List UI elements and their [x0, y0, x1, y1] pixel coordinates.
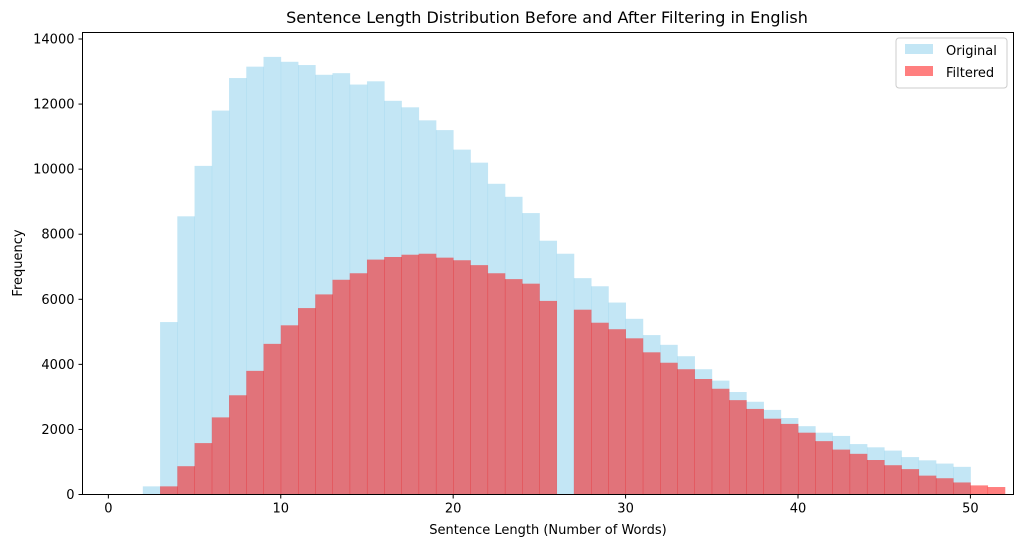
y-tick-label: 0 [66, 488, 74, 503]
bar-original [194, 165, 213, 495]
bar-filtered [487, 273, 506, 495]
bar-filtered [229, 395, 247, 495]
legend-swatch-original [905, 44, 933, 54]
bar-filtered [763, 418, 782, 495]
bar-filtered [901, 469, 920, 495]
bar-filtered [935, 478, 954, 495]
bar-filtered [504, 279, 523, 495]
plot-frame [82, 32, 1014, 495]
x-axis-title: Sentence Length (Number of Words) [429, 523, 666, 538]
bar-filtered [866, 460, 885, 495]
bar-original [556, 253, 575, 495]
x-tick-label: 50 [962, 502, 979, 517]
bar-filtered [815, 441, 833, 495]
legend: Original Filtered [895, 37, 1008, 89]
bar-filtered [642, 352, 661, 495]
series-filtered [160, 253, 1006, 495]
x-tick-label: 40 [790, 502, 807, 517]
bar-filtered [332, 279, 351, 495]
y-tick-label: 8000 [41, 228, 74, 243]
x-tick-label: 30 [617, 502, 634, 517]
bar-filtered [884, 465, 902, 495]
bar-filtered [298, 308, 316, 495]
bar-filtered [177, 466, 195, 495]
x-tick-label: 20 [445, 502, 462, 517]
chart-title: Sentence Length Distribution Before and … [286, 8, 808, 27]
bar-filtered [453, 260, 471, 495]
y-tick-label: 10000 [33, 163, 74, 178]
bar-filtered [780, 423, 799, 495]
bar-filtered [953, 482, 971, 495]
bar-filtered [401, 254, 420, 495]
bar-filtered [246, 370, 264, 495]
bar-filtered [522, 283, 540, 495]
bar-filtered [384, 256, 402, 495]
bar-filtered [832, 449, 851, 495]
bar-original [211, 110, 230, 495]
y-axis: 0 2000 4000 6000 8000 10000 12000 14000 [33, 33, 83, 503]
bar-filtered [349, 273, 368, 495]
bar-filtered [280, 325, 299, 495]
bar-original [160, 322, 178, 495]
legend-label-filtered: Filtered [946, 66, 994, 81]
bar-filtered [660, 362, 678, 495]
bar-filtered [315, 294, 333, 495]
bar-filtered [539, 300, 558, 495]
bar-filtered [987, 487, 1006, 495]
bar-filtered [263, 343, 282, 495]
y-tick-label: 14000 [33, 33, 74, 48]
bar-original [142, 486, 161, 495]
x-tick-label: 10 [272, 502, 289, 517]
bar-filtered [418, 253, 437, 495]
legend-label-original: Original [946, 44, 997, 59]
bar-filtered [194, 443, 213, 495]
x-axis: 0 10 20 30 40 50 [104, 494, 979, 517]
bar-filtered [435, 257, 454, 495]
bar-filtered [591, 322, 609, 495]
y-tick-label: 6000 [41, 293, 74, 308]
bar-filtered [918, 475, 937, 495]
bar-filtered [160, 486, 178, 495]
bar-filtered [366, 259, 385, 495]
bar-filtered [849, 453, 868, 495]
bar-filtered [625, 338, 644, 495]
bar-filtered [797, 432, 816, 495]
legend-swatch-filtered [905, 66, 933, 76]
bar-original [177, 216, 195, 495]
y-axis-title: Frequency [11, 229, 26, 296]
bar-filtered [711, 388, 730, 495]
y-tick-label: 2000 [41, 423, 74, 438]
y-tick-label: 4000 [41, 358, 74, 373]
y-tick-label: 12000 [33, 98, 74, 113]
bar-original [229, 78, 247, 495]
bar-filtered [608, 329, 626, 495]
bar-filtered [694, 379, 713, 495]
bar-filtered [970, 485, 989, 495]
bar-filtered [746, 408, 764, 495]
bar-filtered [211, 417, 230, 495]
bar-filtered [677, 369, 695, 495]
x-tick-label: 0 [104, 502, 112, 517]
bar-filtered [470, 265, 489, 495]
bar-filtered [573, 309, 592, 495]
bar-filtered [729, 400, 747, 495]
